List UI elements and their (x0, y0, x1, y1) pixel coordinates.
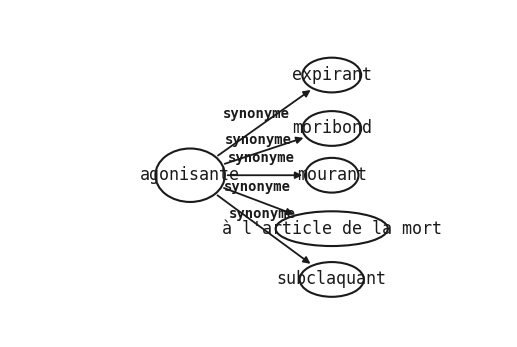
Text: synonyme: synonyme (222, 108, 290, 121)
Text: expirant: expirant (292, 66, 372, 84)
Text: synonyme: synonyme (224, 133, 292, 147)
Text: agonisante: agonisante (140, 166, 240, 184)
Text: mourant: mourant (297, 166, 367, 184)
Text: à l'article de la mort: à l'article de la mort (222, 220, 442, 238)
Text: subclaquant: subclaquant (277, 270, 387, 288)
Text: synonyme: synonyme (229, 207, 296, 221)
Text: synonyme: synonyme (227, 151, 295, 164)
Text: synonyme: synonyme (223, 180, 291, 194)
Text: moribond: moribond (292, 119, 372, 137)
